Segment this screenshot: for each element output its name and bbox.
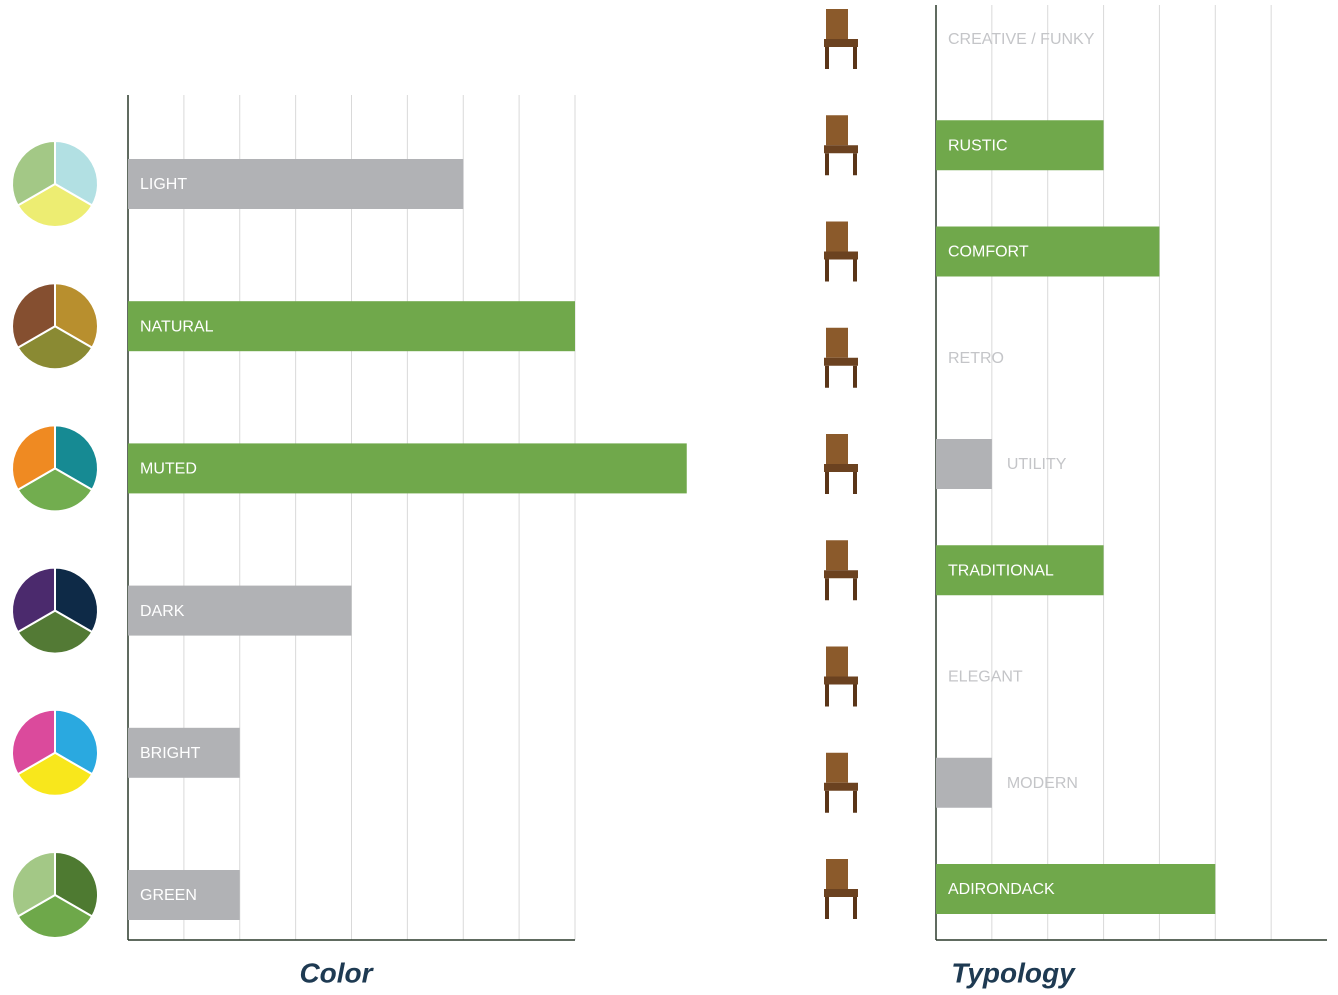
bar-label: TRADITIONAL [948, 562, 1054, 579]
chair-seat [824, 889, 858, 897]
bar-label: COMFORT [948, 244, 1029, 261]
chair-icon [824, 647, 858, 707]
chair-leg [853, 366, 857, 388]
chair-back [826, 222, 848, 252]
chair-leg [853, 897, 857, 919]
chair-back [826, 753, 848, 783]
bar-label: DARK [140, 603, 185, 620]
chair-leg [825, 47, 829, 69]
bar-label: ADIRONDACK [948, 881, 1055, 898]
bar-label: RUSTIC [948, 137, 1008, 154]
chair-icon [824, 328, 858, 388]
bar-label: CREATIVE / FUNKY [948, 31, 1095, 48]
chair-back [826, 434, 848, 464]
chair-leg [853, 260, 857, 282]
chair-seat [824, 464, 858, 472]
bar-label: MODERN [1007, 775, 1078, 792]
bar [128, 443, 687, 493]
bar-label: MUTED [140, 461, 197, 478]
bar-label: NATURAL [140, 318, 214, 335]
chair-back [826, 115, 848, 145]
chair-icon [824, 222, 858, 282]
chair-leg [825, 578, 829, 600]
chair-seat [824, 39, 858, 47]
bar-label: LIGHT [140, 176, 187, 193]
chair-leg [825, 366, 829, 388]
bar-label: ELEGANT [948, 669, 1023, 686]
chair-seat [824, 252, 858, 260]
chair-back [826, 540, 848, 570]
chair-back [826, 9, 848, 39]
bar-label: BRIGHT [140, 745, 201, 762]
chair-leg [853, 153, 857, 175]
chair-leg [825, 472, 829, 494]
bar [936, 439, 992, 489]
chair-leg [853, 685, 857, 707]
chart: Color Typology LIGHT NATURAL MUTED DARK BRIG… [0, 0, 1338, 995]
chair-leg [825, 685, 829, 707]
chart-title: Color [299, 957, 374, 988]
chair-leg [853, 791, 857, 813]
chair-leg [853, 472, 857, 494]
chair-leg [853, 578, 857, 600]
chair-seat [824, 570, 858, 578]
chair-back [826, 859, 848, 889]
chair-leg [825, 260, 829, 282]
bar-label: RETRO [948, 350, 1004, 367]
chair-leg [825, 791, 829, 813]
chart-title: Typology [951, 957, 1076, 988]
chair-seat [824, 145, 858, 153]
chair-back [826, 328, 848, 358]
chair-leg [825, 897, 829, 919]
chair-icon [824, 9, 858, 69]
chair-seat [824, 358, 858, 366]
chair-icon [824, 753, 858, 813]
chair-icon [824, 540, 858, 600]
chair-leg [825, 153, 829, 175]
chair-seat [824, 783, 858, 791]
chair-icon [824, 859, 858, 919]
chair-back [826, 647, 848, 677]
chair-icon [824, 115, 858, 175]
chair-seat [824, 677, 858, 685]
bar-label: GREEN [140, 887, 197, 904]
chair-icon [824, 434, 858, 494]
bar [936, 758, 992, 808]
chair-leg [853, 47, 857, 69]
bar-label: UTILITY [1007, 456, 1067, 473]
